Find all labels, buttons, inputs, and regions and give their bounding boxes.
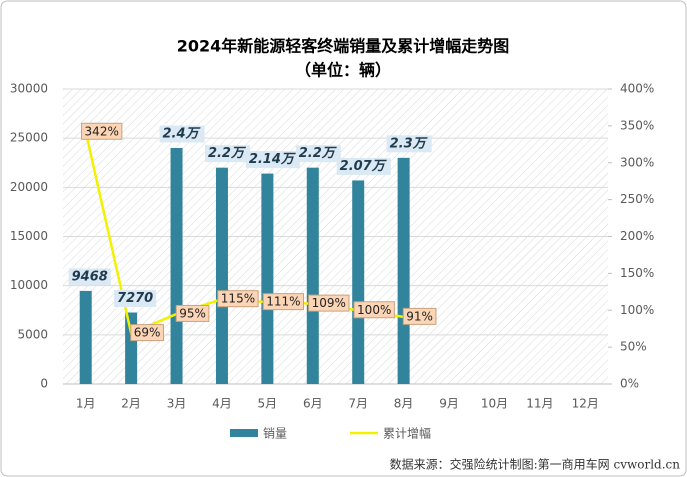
bar-label: 2.14万: [249, 152, 297, 167]
bar-label: 7270: [117, 291, 153, 306]
y-tick-label: 20000: [10, 180, 48, 194]
y2-tick-label: 50%: [620, 340, 647, 354]
bar: [79, 290, 92, 384]
bar-label: 2.3万: [390, 136, 429, 151]
bar-label-box: [114, 290, 157, 308]
x-tick-label: 7月: [348, 397, 368, 411]
bar-label-box: [68, 268, 111, 286]
bar-label-box: [245, 151, 300, 169]
source: 数据来源：交强险统计制图:第一商用车网 cvworld.cn: [390, 457, 681, 472]
x-tick-label: 6月: [303, 397, 323, 411]
x-tick-label: 10月: [481, 397, 508, 411]
line-label: 69%: [134, 326, 161, 340]
bar: [397, 157, 410, 384]
bar: [352, 180, 365, 384]
y2-tick-label: 350%: [620, 118, 654, 132]
x-tick-label: 5月: [258, 397, 278, 411]
bar-label-box: [204, 145, 250, 163]
x-tick-label: 11月: [526, 397, 553, 411]
x-tick-label: 3月: [167, 397, 187, 411]
line-label-box: [353, 301, 395, 319]
line-label: 109%: [312, 296, 346, 310]
line-label-box: [130, 324, 164, 342]
bar-label-box: [159, 125, 205, 143]
bar: [170, 148, 183, 384]
bar: [261, 173, 274, 384]
y-tick-label: 15000: [10, 229, 48, 243]
line-label: 91%: [406, 309, 433, 323]
y2-tick-label: 250%: [620, 192, 654, 206]
y-tick-label: 10000: [10, 278, 48, 292]
x-tick-label: 2月: [121, 397, 141, 411]
line-label-box: [217, 290, 259, 308]
y2-tick-label: 150%: [620, 266, 654, 280]
legend-label: 累计增幅: [383, 426, 431, 441]
bar-label-box: [336, 157, 391, 175]
y2-tick-label: 100%: [620, 303, 654, 317]
chart-title: 2024年新能源轻客终端销量及累计增幅走势图: [177, 37, 510, 56]
y-tick-label: 25000: [10, 131, 48, 145]
line-label-box: [175, 304, 210, 322]
bar: [125, 312, 138, 384]
y2-tick-label: 400%: [620, 82, 654, 96]
bar-label: 2.2万: [208, 146, 247, 161]
line-label-box: [81, 122, 123, 140]
bar-label-box: [386, 135, 432, 153]
y2-tick-label: 0%: [620, 377, 639, 391]
y2-tick-label: 200%: [620, 229, 654, 243]
x-tick-label: 8月: [394, 397, 414, 411]
line-label-box: [308, 294, 350, 312]
line-label: 342%: [85, 124, 119, 138]
y-tick-label: 0: [40, 377, 48, 391]
chart-subtitle: （单位：辆）: [295, 61, 391, 80]
x-tick-label: 1月: [76, 397, 96, 411]
line-label: 100%: [357, 303, 391, 317]
legend-swatch: [230, 429, 258, 437]
bar: [306, 167, 319, 384]
line-label-box: [402, 307, 437, 325]
bar-label: 9468: [72, 269, 108, 284]
legend-label: 销量: [263, 427, 287, 441]
line-label-box: [262, 293, 305, 311]
line-label: 115%: [221, 292, 255, 306]
x-tick-label: 9月: [439, 397, 459, 411]
y-tick-label: 30000: [10, 82, 48, 96]
x-tick-label: 12月: [572, 397, 599, 411]
bar-label: 2.4万: [163, 127, 202, 142]
bar-label-box: [295, 145, 341, 163]
y-tick-label: 5000: [17, 327, 48, 341]
bar-label: 2.2万: [299, 146, 338, 161]
x-tick-label: 4月: [212, 397, 232, 411]
line-label: 95%: [179, 306, 206, 320]
bar-label: 2.07万: [340, 159, 388, 174]
bar: [215, 167, 228, 384]
line-label: 111%: [266, 295, 300, 309]
y2-tick-label: 300%: [620, 155, 654, 169]
